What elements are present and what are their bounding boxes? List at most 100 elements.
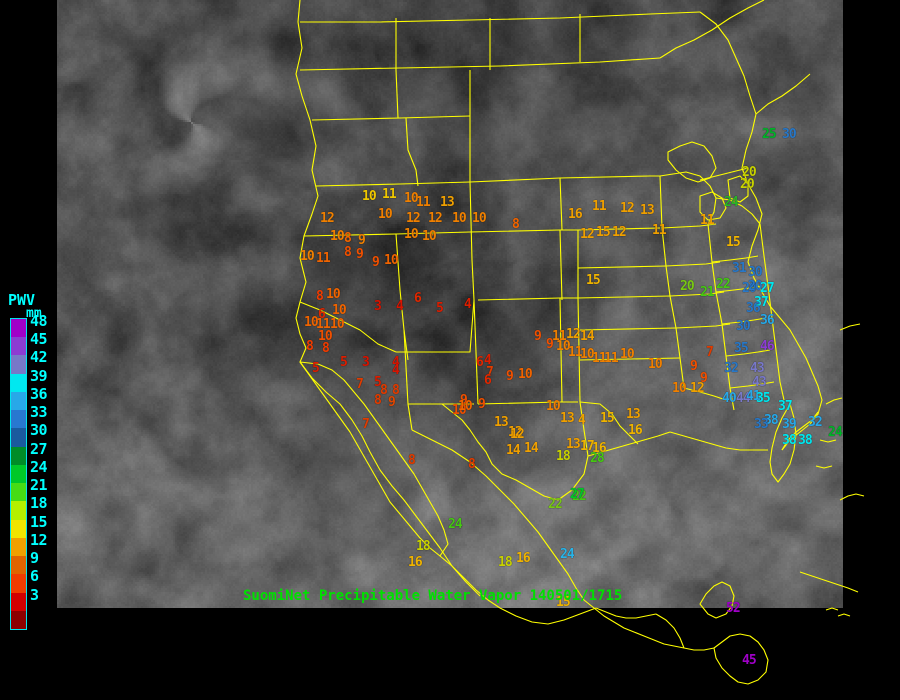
- station-pwv-value: 10: [318, 329, 333, 344]
- station-pwv-value: 20: [742, 281, 757, 296]
- station-pwv-value: 18: [416, 539, 431, 554]
- station-pwv-value: 17: [580, 439, 595, 454]
- station-pwv-value: 12: [612, 225, 627, 240]
- station-pwv-value: 12: [690, 381, 705, 396]
- colorbar-tick-21: 21: [30, 476, 48, 495]
- station-pwv-value: 11: [604, 351, 619, 366]
- station-pwv-value: 10: [404, 227, 419, 242]
- station-pwv-value: 9: [700, 371, 708, 386]
- station-pwv-value: 10: [300, 249, 315, 264]
- station-pwv-value: 10: [384, 253, 399, 268]
- station-pwv-value: 36: [746, 301, 761, 316]
- station-pwv-value: 7: [706, 345, 714, 360]
- colorbar-segment-15: [11, 519, 26, 538]
- station-pwv-value: 6: [414, 291, 422, 306]
- station-pwv-value: 38: [764, 413, 779, 428]
- station-pwv-value: 4: [392, 355, 400, 370]
- colorbar-segment-12: [11, 537, 26, 557]
- station-pwv-value: 24: [828, 425, 843, 440]
- station-pwv-value: 10: [362, 189, 377, 204]
- station-pwv-value: 10: [404, 191, 419, 206]
- station-pwv-value: 36: [760, 313, 775, 328]
- station-pwv-value: 24: [560, 547, 575, 562]
- station-pwv-value: 35: [756, 391, 771, 406]
- station-pwv-value: 10: [452, 403, 467, 418]
- station-pwv-value: 14: [506, 443, 521, 458]
- station-pwv-value: 15: [596, 225, 611, 240]
- station-pwv-value: 3: [374, 299, 382, 314]
- colorbar-segment-42: [11, 355, 26, 374]
- station-pwv-value: 30: [782, 127, 797, 142]
- station-pwv-value: 9: [372, 255, 380, 270]
- colorbar-segment-18: [11, 501, 26, 520]
- station-pwv-value: 10: [580, 347, 595, 362]
- station-pwv-value: 4: [578, 413, 586, 428]
- station-pwv-value: 8: [408, 453, 416, 468]
- station-pwv-value: 8: [374, 393, 382, 408]
- station-pwv-value: 8: [468, 457, 476, 472]
- colorbar-segment-45: [11, 337, 26, 356]
- station-pwv-value: 8: [344, 245, 352, 260]
- station-pwv-value: 6: [484, 373, 492, 388]
- station-pwv-value: 35: [734, 341, 749, 356]
- station-pwv-value: 9: [506, 369, 514, 384]
- station-pwv-value: 16: [516, 551, 531, 566]
- station-pwv-value: 14: [524, 441, 539, 456]
- station-pwv-value: 43: [750, 361, 765, 376]
- colorbar-tick-24: 24: [30, 457, 48, 476]
- station-pwv-value: 13: [440, 195, 455, 210]
- colorbar-segment-33: [11, 410, 26, 429]
- satellite-image: [57, 0, 843, 608]
- station-pwv-value: 13: [626, 407, 641, 422]
- station-pwv-value: 11: [592, 199, 607, 214]
- colorbar-tick-45: 45: [30, 330, 48, 349]
- station-pwv-value: 13: [566, 437, 581, 452]
- colorbar-tick-18: 18: [30, 494, 48, 513]
- station-pwv-value: 10: [330, 229, 345, 244]
- station-pwv-value: 12: [580, 227, 595, 242]
- station-pwv-value: 16: [568, 207, 583, 222]
- station-pwv-value: 38: [782, 433, 797, 448]
- station-pwv-value: 9: [356, 247, 364, 262]
- station-pwv-value: 8: [380, 383, 388, 398]
- product-caption: SuomiNet Precipitable Water Vapor 140501…: [243, 588, 623, 604]
- station-pwv-value: 10: [330, 317, 345, 332]
- colorbar-segment-6: [11, 574, 26, 593]
- station-pwv-value: 43: [752, 375, 767, 390]
- colorbar-tick-30: 30: [30, 421, 48, 440]
- station-pwv-value: 10: [556, 339, 571, 354]
- station-pwv-value: 10: [326, 287, 341, 302]
- station-pwv-value: 16: [408, 555, 423, 570]
- colorbar-tick-27: 27: [30, 439, 48, 458]
- station-pwv-value: 4: [392, 363, 400, 378]
- station-pwv-value: 5: [312, 361, 320, 376]
- station-pwv-value: 5: [340, 355, 348, 370]
- station-pwv-value: 9: [460, 393, 468, 408]
- station-pwv-value: 30: [748, 265, 763, 280]
- station-pwv-value: 10: [332, 303, 347, 318]
- station-pwv-value: 7: [362, 417, 370, 432]
- station-pwv-value: 21: [700, 285, 715, 300]
- station-pwv-value: 38: [798, 433, 813, 448]
- colorbar-tick-36: 36: [30, 384, 48, 403]
- station-pwv-value: 11: [382, 187, 397, 202]
- station-pwv-value: 9: [478, 397, 486, 412]
- station-pwv-value: 8: [306, 339, 314, 354]
- station-pwv-value: 40: [722, 391, 737, 406]
- station-pwv-value: 44: [736, 391, 751, 406]
- colorbar-segment-48: [11, 319, 26, 338]
- colorbar-segment-39: [11, 373, 26, 392]
- colorbar-segment-3: [11, 592, 26, 611]
- station-pwv-value: 13: [560, 411, 575, 426]
- station-pwv-value: 12: [566, 327, 581, 342]
- station-pwv-value: 27: [570, 487, 585, 502]
- station-pwv-value: 15: [586, 273, 601, 288]
- station-pwv-value: 11: [552, 329, 567, 344]
- station-pwv-value: 9: [388, 395, 396, 410]
- station-pwv-value: 4: [396, 299, 404, 314]
- station-pwv-value: 6: [318, 307, 326, 322]
- station-pwv-value: 4: [484, 353, 492, 368]
- station-pwv-value: 7: [486, 365, 494, 380]
